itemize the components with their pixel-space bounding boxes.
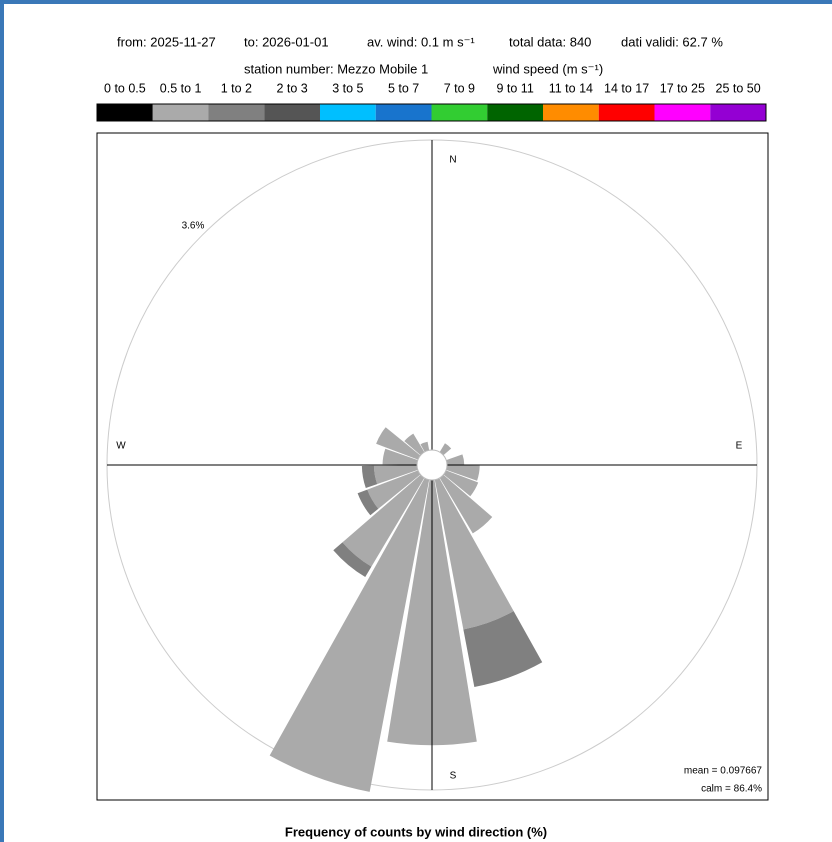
legend-label: 3 to 5 xyxy=(332,81,363,95)
legend-swatch xyxy=(543,104,599,121)
r-tick-label: 3.6% xyxy=(182,221,205,232)
legend-swatch xyxy=(97,104,153,121)
chart-title: Frequency of counts by wind direction (%… xyxy=(285,824,547,839)
legend-swatch xyxy=(598,104,655,121)
legend-label: 5 to 7 xyxy=(388,81,419,95)
subheader-item: wind speed (m s⁻¹) xyxy=(492,61,603,76)
wind-wedge xyxy=(443,470,479,497)
wind-wedge xyxy=(439,443,452,456)
wind-wedge xyxy=(333,542,372,577)
legend-swatch xyxy=(208,104,265,121)
legend-swatch xyxy=(431,104,488,121)
header-item: av. wind: 0.1 m s⁻¹ xyxy=(367,34,475,49)
wind-wedge xyxy=(367,470,421,509)
header-item: to: 2026-01-01 xyxy=(244,34,329,49)
wind-wedge xyxy=(446,465,480,481)
legend-label: 25 to 50 xyxy=(716,81,761,95)
wind-wedge xyxy=(376,427,421,460)
wind-wedge xyxy=(434,478,514,630)
plot-box xyxy=(96,132,769,801)
calm-circle xyxy=(416,449,448,481)
legend-label: 2 to 3 xyxy=(276,81,307,95)
legend-swatch xyxy=(375,104,432,121)
annotation: calm = 86.4% xyxy=(701,784,762,795)
wind-wedge xyxy=(382,448,418,465)
legend-label: 1 to 2 xyxy=(221,81,252,95)
compass-label: S xyxy=(450,771,457,782)
wind-wedge xyxy=(404,433,425,456)
wind-wedge xyxy=(269,478,430,792)
wind-wedge xyxy=(373,465,418,485)
header-item: from: 2025-11-27 xyxy=(117,34,216,49)
legend-label: 11 to 14 xyxy=(549,81,593,95)
legend-swatch xyxy=(487,104,543,121)
legend-label: 9 to 11 xyxy=(496,81,533,95)
wind-wedge xyxy=(463,611,543,687)
legend-swatch xyxy=(710,104,766,121)
header-item: total data: 840 xyxy=(509,34,591,49)
compass-label: W xyxy=(116,441,126,452)
header-item: dati validi: 62.7 % xyxy=(621,34,723,49)
compass-label: E xyxy=(736,441,743,452)
legend-swatch xyxy=(152,104,209,121)
legend-label: 14 to 17 xyxy=(604,81,649,95)
wind-wedge xyxy=(357,489,379,516)
wind-wedge xyxy=(420,441,430,452)
legend-swatch xyxy=(654,104,711,121)
legend-label: 7 to 9 xyxy=(444,81,475,95)
wind-wedge xyxy=(439,474,493,534)
subheader-item: station number: Mezzo Mobile 1 xyxy=(244,61,428,76)
legend-label: 0 to 0.5 xyxy=(104,81,146,95)
annotation: mean = 0.097667 xyxy=(684,766,763,777)
legend-label: 0.5 to 1 xyxy=(160,81,202,95)
legend-border xyxy=(96,103,767,122)
wind-wedge xyxy=(342,474,425,567)
legend-label: 17 to 25 xyxy=(660,81,705,95)
wind-wedge xyxy=(446,454,465,465)
wind-wedge xyxy=(361,465,378,489)
legend-swatch xyxy=(320,104,376,121)
compass-label: N xyxy=(449,155,456,166)
legend-swatch xyxy=(264,104,320,121)
